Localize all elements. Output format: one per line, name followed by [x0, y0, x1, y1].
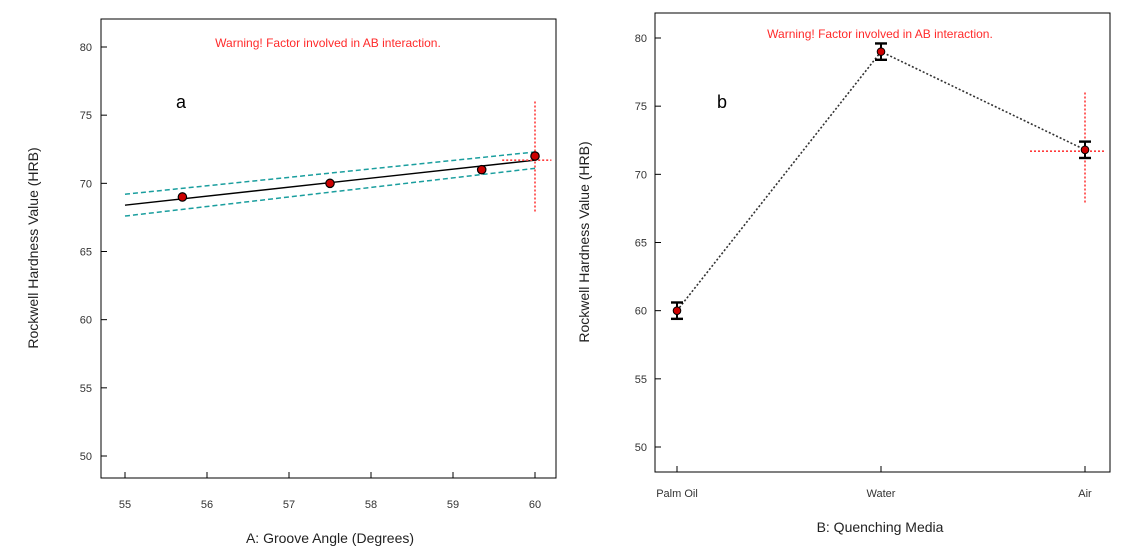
chart-a-data-point: [325, 178, 335, 189]
chart-b-plot-frame: [654, 12, 1111, 473]
chart-b-y-tick-label: 70: [635, 169, 647, 181]
chart-a-y-tick-label: 80: [80, 42, 92, 54]
chart-a-y-tick-label: 75: [80, 110, 92, 122]
chart-b-warning-text: Warning! Factor involved in AB interacti…: [767, 27, 993, 41]
chart-b-y-tick-label: 60: [635, 306, 647, 318]
chart-a-data-point: [476, 164, 487, 175]
chart-a-x-tick-label: 59: [447, 499, 459, 511]
chart-a-x-tick-label: 56: [201, 499, 213, 511]
chart-a-plot-frame: [100, 18, 557, 479]
chart-a-data-point: [177, 192, 188, 202]
chart-b: Warning! Factor involved in AB interacti…: [576, 12, 1111, 535]
chart-a-y-tick-label: 60: [80, 315, 92, 327]
chart-b-x-tick-label: Water: [867, 488, 896, 500]
chart-b-data-point: [876, 47, 886, 56]
chart-a-x-tick-label: 60: [529, 499, 541, 511]
chart-a-y-tick-label: 70: [80, 178, 92, 190]
chart-a-y-tick-label: 65: [80, 247, 92, 259]
chart-a: Warning! Factor involved in AB interacti…: [25, 18, 557, 546]
chart-b-y-tick-label: 75: [635, 101, 647, 113]
chart-b-x-axis-label: B: Quenching Media: [817, 519, 944, 535]
chart-a-ci-upper-line: [124, 151, 536, 195]
chart-a-y-axis-label: Rockwell Hardness Value (HRB): [25, 147, 41, 348]
chart-b-y-axis-label: Rockwell Hardness Value (HRB): [576, 141, 592, 342]
chart-b-y-tick-label: 65: [635, 238, 647, 250]
chart-b-series-line: [676, 50, 1086, 312]
chart-b-data-point: [672, 306, 682, 315]
chart-a-x-tick-label: 57: [283, 499, 295, 511]
chart-a-y-axis: 50 55 60 65 70 75 80: [80, 42, 107, 463]
chart-b-y-axis: 50 55 60 65 70 75 80: [635, 33, 661, 454]
chart-b-panel-label: b: [717, 92, 727, 112]
chart-a-x-axis: 55 56 57 58 59 60: [119, 472, 541, 511]
chart-a-x-tick-label: 58: [365, 499, 377, 511]
chart-a-x-axis-label: A: Groove Angle (Degrees): [246, 530, 414, 546]
chart-b-data-point: [1080, 145, 1090, 155]
chart-b-y-tick-label: 80: [635, 33, 647, 45]
chart-a-y-tick-label: 55: [80, 383, 92, 395]
chart-b-series: [671, 42, 1105, 321]
chart-a-y-tick-label: 50: [80, 451, 92, 463]
chart-b-x-tick-label: Air: [1078, 488, 1092, 500]
chart-a-data-point: [530, 151, 540, 161]
chart-a-ci-lower-line: [124, 167, 536, 217]
chart-b-y-tick-label: 50: [635, 442, 647, 454]
chart-b-y-tick-label: 55: [635, 374, 647, 386]
chart-a-warning-text: Warning! Factor involved in AB interacti…: [215, 36, 441, 50]
chart-a-x-tick-label: 55: [119, 499, 131, 511]
chart-b-x-axis: Palm Oil Water Air: [656, 466, 1092, 500]
chart-b-x-tick-label: Palm Oil: [656, 488, 698, 500]
chart-a-series: [124, 101, 552, 217]
chart-a-panel-label: a: [176, 92, 187, 112]
